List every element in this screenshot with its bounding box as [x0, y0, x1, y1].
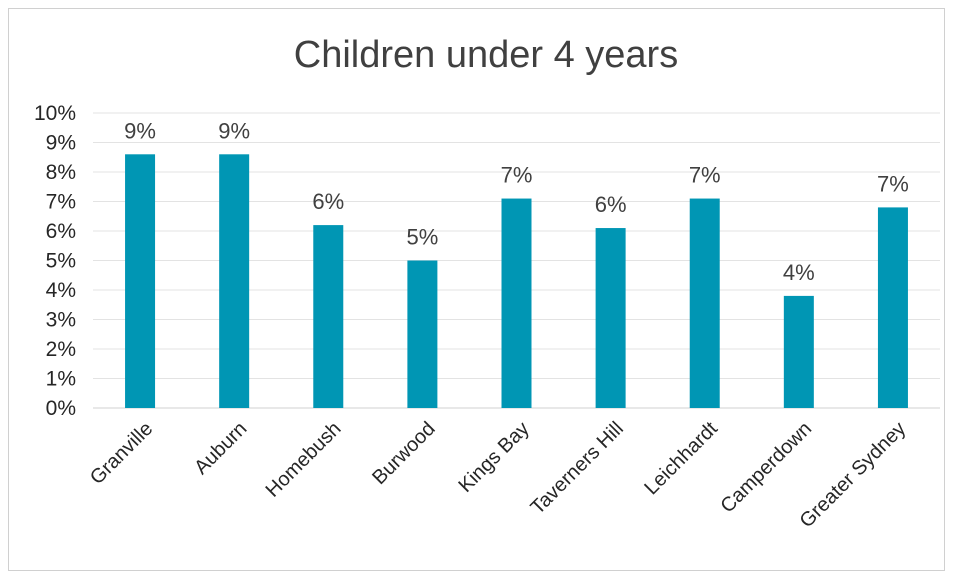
y-tick-label: 7%	[46, 191, 76, 214]
data-label: 9%	[124, 118, 156, 143]
y-tick-label: 5%	[46, 250, 76, 273]
y-tick-label: 1%	[46, 368, 76, 391]
bar	[125, 154, 156, 408]
x-tick-label: Auburn	[190, 418, 251, 479]
x-tick-label: Taverners Hill	[527, 418, 628, 519]
chart-title: Children under 4 years	[294, 34, 678, 76]
data-label: 6%	[312, 189, 344, 214]
data-label: 9%	[218, 118, 250, 143]
bar	[689, 198, 720, 408]
y-tick-label: 10%	[34, 102, 76, 125]
bar	[877, 207, 908, 408]
data-label: 7%	[501, 163, 533, 188]
x-tick-label: Leichhardt	[640, 417, 722, 499]
data-label: 4%	[783, 260, 815, 285]
bar	[501, 198, 532, 408]
x-tick-label: Kings Bay	[455, 418, 534, 497]
bar	[595, 228, 626, 408]
y-tick-label: 4%	[46, 279, 76, 302]
x-tick-label: Homebush	[262, 418, 346, 502]
bar	[313, 225, 344, 408]
bar	[783, 295, 814, 408]
y-tick-label: 2%	[46, 338, 76, 361]
y-tick-label: 0%	[46, 397, 76, 420]
y-tick-label: 8%	[46, 161, 76, 184]
bar	[407, 260, 438, 408]
y-tick-label: 6%	[46, 220, 76, 243]
data-label: 7%	[689, 163, 721, 188]
y-tick-label: 3%	[46, 309, 76, 332]
x-tick-label: Granville	[86, 418, 157, 489]
x-tick-label: Camperdown	[716, 418, 816, 518]
y-tick-label: 9%	[46, 132, 76, 155]
bar	[219, 154, 250, 408]
x-tick-label: Burwood	[368, 418, 439, 489]
data-label: 7%	[877, 171, 909, 196]
data-label: 5%	[406, 225, 438, 250]
data-label: 6%	[595, 192, 627, 217]
